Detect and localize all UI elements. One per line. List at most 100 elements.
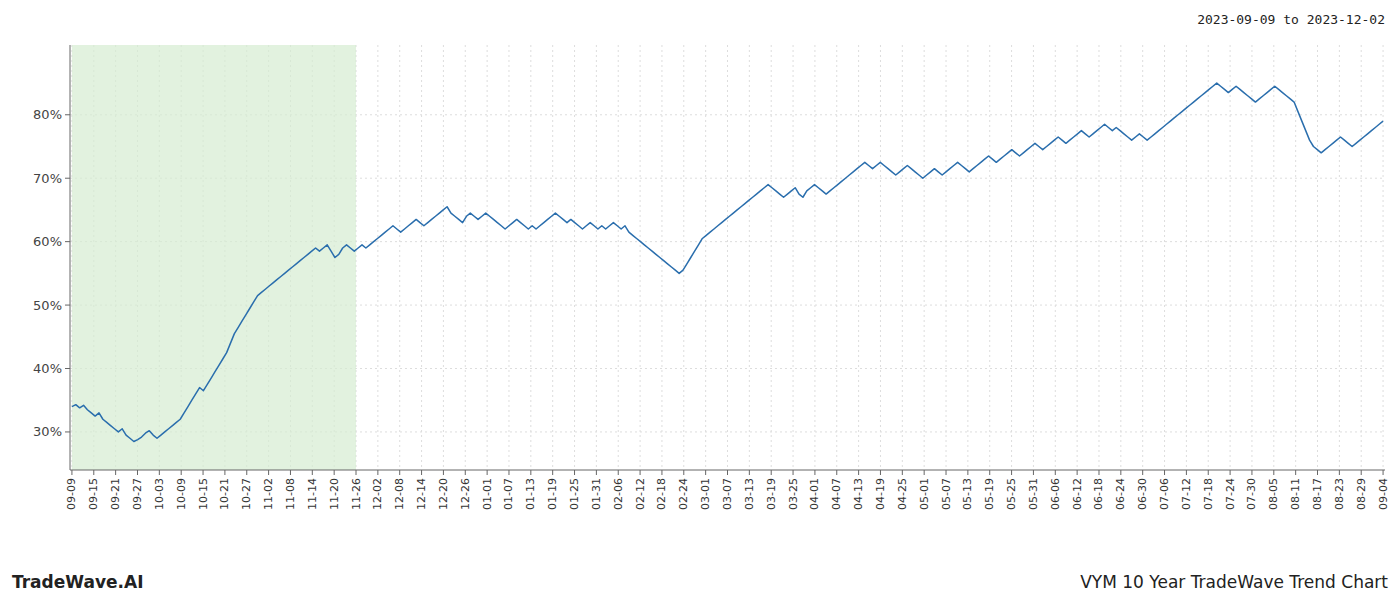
grid-line [967,45,968,470]
x-tick [749,470,750,475]
grid-line [1339,45,1340,470]
x-tick [1208,470,1209,475]
x-tick [1383,470,1384,475]
x-tick-label: 04-25 [896,478,909,510]
grid-line [924,45,925,470]
shaded-span [72,45,356,470]
x-tick-label: 04-01 [808,478,821,510]
x-tick-label: 09-09 [65,478,78,510]
y-tick [65,431,70,432]
x-tick-label: 05-13 [961,478,974,510]
x-tick-label: 09-21 [109,478,122,510]
x-tick [771,470,772,475]
y-axis-line [70,45,71,470]
x-tick-label: 10-21 [218,478,231,510]
x-tick [137,470,138,475]
y-tick-label: 80% [33,107,62,122]
x-tick-label: 05-19 [983,478,996,510]
x-tick-label: 09-15 [87,478,100,510]
x-tick [1339,470,1340,475]
x-tick [487,470,488,475]
grid-line [487,45,488,470]
x-tick [224,470,225,475]
x-tick-label: 12-26 [459,478,472,510]
grid-line [1208,45,1209,470]
subtitle: 2023-09-09 to 2023-12-02 [1197,12,1385,27]
x-tick [71,470,72,475]
grid-line [1361,45,1362,470]
x-tick [1120,470,1121,475]
grid-line [465,45,466,470]
x-tick-label: 06-12 [1071,478,1084,510]
grid-line [1317,45,1318,470]
chart: 30%40%50%60%70%80%09-0909-1509-2109-2710… [0,0,1400,600]
grid-line [1098,45,1099,470]
x-tick-label: 12-02 [371,478,384,510]
x-tick [1011,470,1012,475]
x-tick-label: 01-07 [502,478,515,510]
grid-line [399,45,400,470]
grid-line [902,45,903,470]
x-tick-label: 12-14 [415,478,428,510]
x-tick [334,470,335,475]
grid-line [1077,45,1078,470]
y-tick-label: 70% [33,171,62,186]
x-tick [814,470,815,475]
x-tick [1273,470,1274,475]
y-tick-label: 50% [33,298,62,313]
x-tick-label: 09-04 [1377,478,1390,510]
x-tick-label: 11-08 [284,478,297,510]
x-tick-label: 03-07 [721,478,734,510]
x-tick-label: 04-13 [852,478,865,510]
x-tick [377,470,378,475]
x-tick-label: 01-31 [590,478,603,510]
grid-line [1142,45,1143,470]
x-tick [508,470,509,475]
grid-line [989,45,990,470]
x-tick-label: 12-08 [393,478,406,510]
x-tick [596,470,597,475]
x-tick [683,470,684,475]
x-tick [399,470,400,475]
x-tick-label: 02-24 [677,478,690,510]
x-tick [661,470,662,475]
grid-line [858,45,859,470]
x-tick [1186,470,1187,475]
x-tick-label: 04-19 [874,478,887,510]
x-tick-label: 06-18 [1092,478,1105,510]
x-tick-label: 12-20 [437,478,450,510]
grid-line [443,45,444,470]
grid-line [640,45,641,470]
grid-line [618,45,619,470]
x-tick-label: 04-07 [830,478,843,510]
grid-line [1383,45,1384,470]
x-tick [203,470,204,475]
x-tick [1055,470,1056,475]
x-tick-label: 11-14 [306,478,319,510]
x-tick [1142,470,1143,475]
x-tick-label: 11-20 [328,478,341,510]
x-tick-label: 02-18 [655,478,668,510]
x-tick-label: 05-31 [1027,478,1040,510]
x-tick [530,470,531,475]
x-tick [1164,470,1165,475]
x-tick-label: 07-18 [1202,478,1215,510]
x-tick [1098,470,1099,475]
x-tick-label: 03-01 [699,478,712,510]
y-tick [65,241,70,242]
plot-area [72,45,1383,470]
x-tick-label: 05-07 [940,478,953,510]
x-tick [93,470,94,475]
x-tick-label: 10-09 [175,478,188,510]
x-tick [858,470,859,475]
x-tick [836,470,837,475]
grid-line [1055,45,1056,470]
x-tick [967,470,968,475]
x-tick [1251,470,1252,475]
grid-line [727,45,728,470]
x-tick-label: 10-15 [197,478,210,510]
x-tick-label: 08-11 [1289,478,1302,510]
grid-line [508,45,509,470]
x-tick-label: 05-01 [918,478,931,510]
x-tick-label: 01-13 [524,478,537,510]
